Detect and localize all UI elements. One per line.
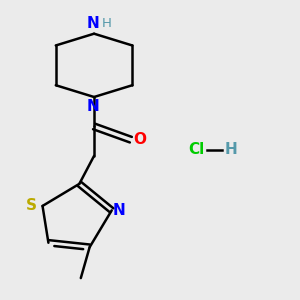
Text: S: S <box>26 198 37 213</box>
Text: N: N <box>86 16 99 31</box>
Text: Cl: Cl <box>188 142 205 158</box>
Text: O: O <box>133 132 146 147</box>
Text: H: H <box>225 142 238 158</box>
Text: N: N <box>86 99 99 114</box>
Text: N: N <box>113 203 125 218</box>
Text: H: H <box>101 17 111 30</box>
